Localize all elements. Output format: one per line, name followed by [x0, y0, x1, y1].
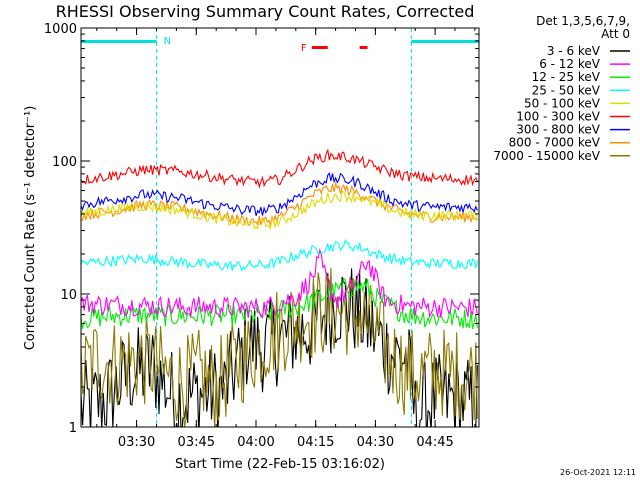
y-tick-label-3: 1000: [44, 22, 77, 37]
legend-header-line-1: Det 1,3,5,6,7,9,: [536, 14, 630, 28]
legend-label-3: 25 - 50 keV: [532, 83, 601, 97]
x-tick-label-4: 04:30: [357, 435, 394, 450]
legend-label-8: 7000 - 15000 keV: [493, 149, 600, 163]
x-tick-label-1: 03:45: [178, 435, 215, 450]
x-tick-label-3: 04:15: [297, 435, 334, 450]
x-tick-label-2: 04:00: [237, 435, 274, 450]
series-line-1: [81, 247, 478, 320]
night-label: N: [164, 36, 171, 47]
series-line-2: [81, 277, 478, 330]
legend-label-4: 50 - 100 keV: [524, 96, 601, 110]
flare-flag-0: [311, 46, 328, 49]
x-axis-label: Start Time (22-Feb-15 03:16:02): [175, 457, 385, 472]
y-axis-label: Corrected Count Rate (s⁻¹ detector⁻¹): [23, 106, 38, 351]
y-tick-label-2: 100: [52, 155, 77, 170]
flare-flag-1: [359, 46, 368, 49]
legend-label-0: 3 - 6 keV: [547, 44, 601, 58]
legend-header-line-2: Att 0: [601, 27, 630, 41]
x-tick-label-5: 04:45: [416, 435, 453, 450]
footer-date: 26-Oct-2021 12:11: [560, 468, 636, 477]
legend-label-1: 6 - 12 keV: [539, 57, 601, 71]
x-tick-label-0: 03:30: [118, 435, 155, 450]
axes: 03:30 03:45 04:00 04:15 04:30 04:45 1 10 100 1000: [44, 22, 479, 450]
series-lines: [81, 148, 478, 427]
night-bar-0: [81, 40, 157, 43]
plot-frame: [80, 27, 480, 428]
legend-label-2: 12 - 25 keV: [532, 70, 601, 84]
y-tick-label-1: 10: [60, 288, 77, 303]
series-line-3: [81, 238, 478, 273]
series-line-7: [81, 181, 478, 228]
y-tick-label-0: 1: [69, 421, 77, 436]
flare-flags: F: [301, 43, 368, 54]
night-bar-1: [411, 40, 479, 43]
series-line-4: [81, 190, 478, 231]
series-line-8: [81, 267, 478, 427]
chart-title: RHESSI Observing Summary Count Rates, Co…: [56, 2, 475, 21]
series-line-6: [81, 172, 478, 216]
legend-label-7: 800 - 7000 keV: [509, 136, 601, 150]
series-line-5: [81, 148, 478, 189]
legend-label-6: 300 - 800 keV: [516, 123, 600, 137]
legend-label-5: 100 - 300 keV: [516, 110, 600, 124]
flare-label: F: [301, 43, 307, 54]
